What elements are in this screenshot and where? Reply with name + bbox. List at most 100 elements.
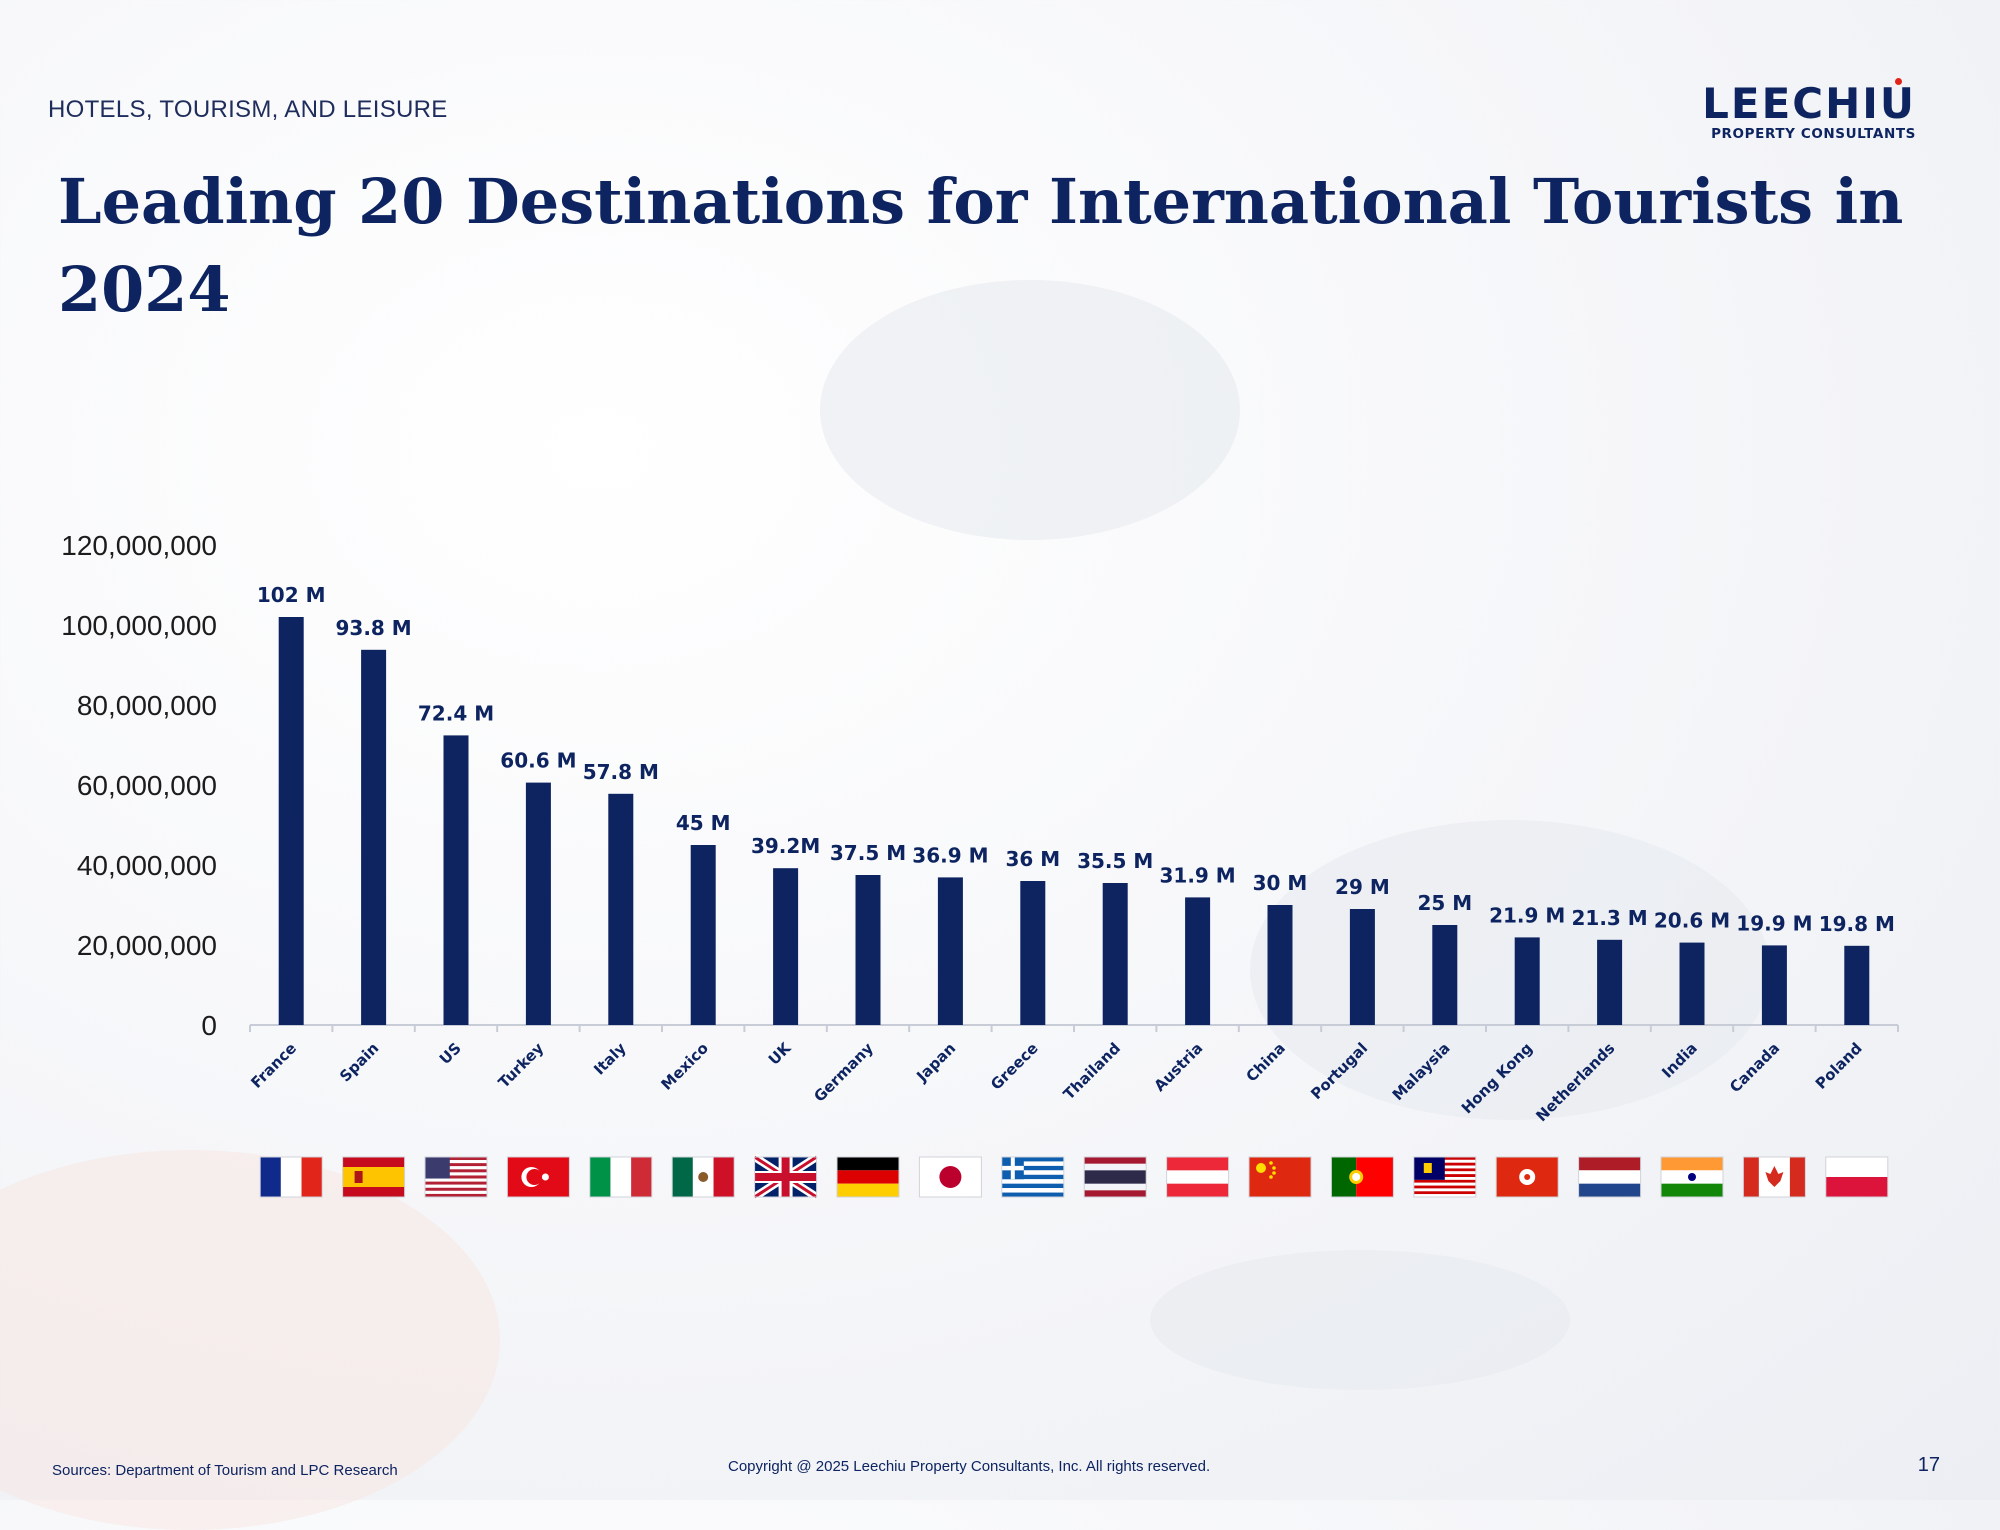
data-label: 60.6 M (500, 749, 576, 773)
flag-japan-icon (918, 1156, 982, 1198)
data-label: 93.8 M (335, 616, 411, 640)
category-label: UK (765, 1038, 796, 1069)
y-tick-label: 20,000,000 (77, 930, 217, 961)
category-label: Italy (590, 1039, 630, 1079)
y-tick-label: 60,000,000 (77, 770, 217, 801)
flag-italy-icon (589, 1156, 653, 1198)
sources-note: Sources: Department of Tourism and LPC R… (52, 1462, 398, 1479)
category-label: Thailand (1060, 1039, 1124, 1103)
category-label: Greece (987, 1039, 1042, 1094)
category-label: Japan (912, 1039, 959, 1086)
bar-greece (1020, 881, 1046, 1025)
flag-hong-kong-icon (1495, 1156, 1559, 1198)
data-label: 21.3 M (1571, 906, 1647, 930)
data-label: 36.9 M (912, 843, 988, 867)
flag-france-icon (259, 1156, 323, 1198)
flag-china-icon (1248, 1156, 1312, 1198)
bar-china (1267, 905, 1293, 1025)
category-label: Portugal (1307, 1039, 1371, 1103)
flag-malaysia-icon (1413, 1156, 1477, 1198)
data-label: 39.2M (751, 834, 820, 858)
category-label: US (436, 1039, 465, 1068)
bar-germany (855, 875, 881, 1025)
data-label: 45 M (676, 811, 731, 835)
page-title: Leading 20 Destinations for Internationa… (58, 165, 1904, 326)
category-label: Canada (1726, 1039, 1783, 1096)
data-label: 36 M (1005, 847, 1060, 871)
flag-turkey-icon (506, 1156, 570, 1198)
bar-austria (1185, 897, 1211, 1025)
data-label: 37.5 M (830, 841, 906, 865)
bar-mexico (690, 845, 716, 1025)
logo-wordmark: LEECHIU (1702, 79, 1916, 128)
background-map-shape (1150, 1250, 1570, 1390)
category-label: Malaysia (1389, 1039, 1454, 1104)
bar-italy (608, 793, 634, 1025)
background-map-shape (820, 280, 1240, 540)
flag-us-icon (424, 1156, 488, 1198)
bar-spain (361, 649, 387, 1025)
copyright-notice: Copyright @ 2025 Leechiu Property Consul… (728, 1458, 1211, 1475)
logo-subtitle: PROPERTY CONSULTANTS (1711, 126, 1916, 142)
company-logo: LEECHIU PROPERTY CONSULTANTS (1702, 78, 1916, 142)
flag-portugal-icon (1330, 1156, 1394, 1198)
category-label: Netherlands (1532, 1039, 1618, 1125)
category-label: Germany (810, 1039, 877, 1106)
bar-canada (1761, 945, 1787, 1025)
bar-netherlands (1597, 939, 1623, 1025)
bar-france (278, 617, 304, 1025)
flag-austria-icon (1166, 1156, 1230, 1198)
flag-greece-icon (1001, 1156, 1065, 1198)
data-label: 19.9 M (1736, 911, 1812, 935)
data-label: 21.9 M (1489, 903, 1565, 927)
y-tick-label: 120,000,000 (61, 530, 217, 561)
bar-poland (1844, 945, 1870, 1025)
category-label: Hong Kong (1458, 1039, 1536, 1117)
data-label: 31.9 M (1159, 863, 1235, 887)
bar-chart: 0 20,000,000 40,000,000 60,000,000 80,000,00… (61, 530, 1899, 1201)
data-label: 29 M (1335, 875, 1390, 899)
flag-thailand-icon (1083, 1156, 1147, 1198)
flag-india-icon (1660, 1156, 1724, 1198)
category-label: Austria (1151, 1039, 1207, 1095)
data-label: 35.5 M (1077, 849, 1153, 873)
bar-india (1679, 942, 1705, 1025)
bar-hong-kong (1514, 937, 1540, 1025)
section-label: HOTELS, TOURISM, AND LEISURE (48, 96, 448, 123)
bar-turkey (525, 782, 551, 1025)
category-label: Turkey (495, 1039, 548, 1092)
page-number: 17 (1917, 1454, 1940, 1476)
y-tick-label: 80,000,000 (77, 690, 217, 721)
flag-uk-icon (752, 1153, 819, 1201)
data-label: 19.8 M (1819, 912, 1895, 936)
category-label: Poland (1812, 1039, 1866, 1093)
category-label: India (1658, 1039, 1701, 1082)
data-label: 30 M (1253, 871, 1308, 895)
y-tick-label: 40,000,000 (77, 850, 217, 881)
category-label: France (247, 1039, 300, 1092)
bar-malaysia (1432, 925, 1458, 1025)
y-tick-label: 0 (201, 1010, 217, 1041)
data-label: 57.8 M (583, 760, 659, 784)
y-tick-label: 100,000,000 (61, 610, 217, 641)
background-map-shape (0, 1150, 500, 1530)
flag-spain-icon (342, 1156, 406, 1198)
data-label: 25 M (1417, 891, 1472, 915)
data-label: 20.6 M (1654, 909, 1730, 933)
data-label: 102 M (257, 583, 326, 607)
category-label: Spain (336, 1039, 382, 1085)
bar-thailand (1102, 883, 1128, 1025)
bar-portugal (1349, 909, 1375, 1025)
logo-accent-dot (1895, 78, 1902, 85)
data-label: 72.4 M (418, 701, 494, 725)
flag-poland-icon (1825, 1156, 1889, 1198)
flag-netherlands-icon (1578, 1156, 1642, 1198)
flag-mexico-icon (671, 1156, 735, 1198)
bar-uk (773, 868, 799, 1025)
category-label: China (1242, 1039, 1288, 1085)
bar-japan (937, 877, 963, 1025)
flag-canada-icon (1742, 1156, 1806, 1198)
bar-us (443, 735, 469, 1025)
flag-germany-icon (836, 1156, 900, 1198)
category-label: Mexico (657, 1039, 712, 1094)
